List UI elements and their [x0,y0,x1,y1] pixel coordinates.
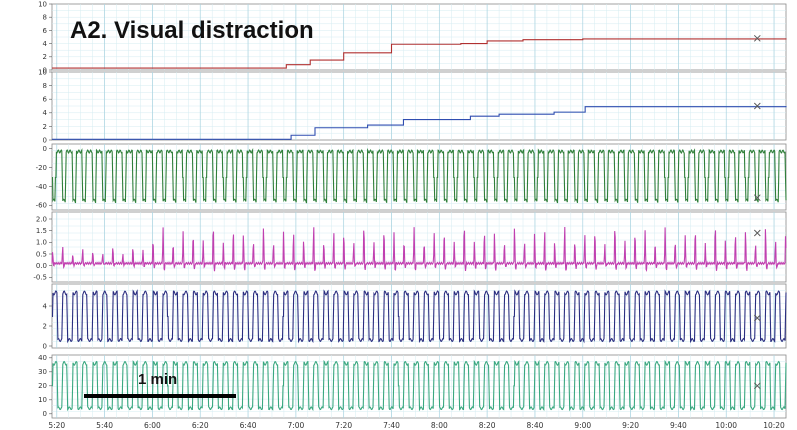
scale-bar-label: 1 min [138,371,177,388]
y-tick-label: 0 [43,66,47,74]
x-tick-label: 5:20 [48,421,65,430]
trace-3 [51,148,787,204]
x-tick-label: 8:40 [527,421,544,430]
y-tick-label: 10 [38,396,47,404]
y-tick-label: 40 [38,354,47,362]
y-tick-label: 0 [43,410,47,418]
y-tick-label: 8 [43,82,47,90]
x-tick-label: 8:00 [431,421,448,430]
y-tick-label: -20 [36,164,47,172]
x-tick-label: 7:40 [383,421,400,430]
x-tick-label: 9:00 [574,421,591,430]
traces [51,35,787,412]
y-tick-label: 2 [43,53,47,61]
y-tick-label: -0.5 [33,274,47,282]
y-tick-label: 10 [38,68,47,76]
x-tick-label: 5:40 [96,421,113,430]
y-tick-label: 1.5 [36,227,47,235]
y-tick-label: 6 [43,96,48,104]
y-tick-label: 2 [43,322,47,330]
x-tick-label: 9:40 [670,421,687,430]
x-tick-label: 6:00 [144,421,161,430]
y-tick-label: 0 [43,136,47,144]
y-tick-label: 2.0 [36,215,47,223]
cursor-marker [753,194,761,202]
x-tick-label: 8:20 [479,421,496,430]
x-tick-label: 6:40 [240,421,257,430]
cursor-marker [753,382,761,390]
y-tick-label: 1.0 [36,239,47,247]
chart-title: A2. Visual distraction [70,17,314,44]
cursor-marker [753,102,761,110]
y-tick-label: 20 [38,382,47,390]
trace-4 [51,226,787,273]
y-tick-label: 8 [43,14,47,22]
trace-5 [51,289,787,344]
y-tick-label: -60 [36,202,47,210]
y-tick-label: 0.0 [36,262,47,270]
y-tick-label: -40 [36,183,47,191]
cursor-marker [753,35,761,42]
x-tick-label: 7:20 [335,421,352,430]
y-tick-label: 30 [38,368,47,376]
cursor-marker [753,314,761,322]
y-tick-label: 4 [43,109,48,117]
y-tick-label: 0 [43,342,47,350]
x-tick-label: 10:20 [763,421,785,430]
y-tick-label: 4 [43,40,48,48]
y-tick-label: 2 [43,123,47,131]
trace-6 [51,359,787,412]
y-tick-label: 4 [43,302,48,310]
x-tick-label: 7:00 [287,421,304,430]
y-tick-label: 6 [43,27,48,35]
y-tick-label: 0 [43,145,47,153]
trace-2 [52,106,787,140]
x-tick-label: 6:20 [192,421,209,430]
axis-ticks: 024681002468100-20-40-60-0.50.00.51.01.5… [33,0,785,430]
x-tick-label: 10:00 [715,421,737,430]
scale-bar: 1 min [84,371,236,398]
grid [51,3,787,419]
cursor-marker [753,229,761,237]
y-tick-label: 10 [38,0,47,8]
trace-1 [52,38,787,69]
x-tick-label: 9:20 [622,421,639,430]
y-tick-label: 0.5 [36,250,47,258]
